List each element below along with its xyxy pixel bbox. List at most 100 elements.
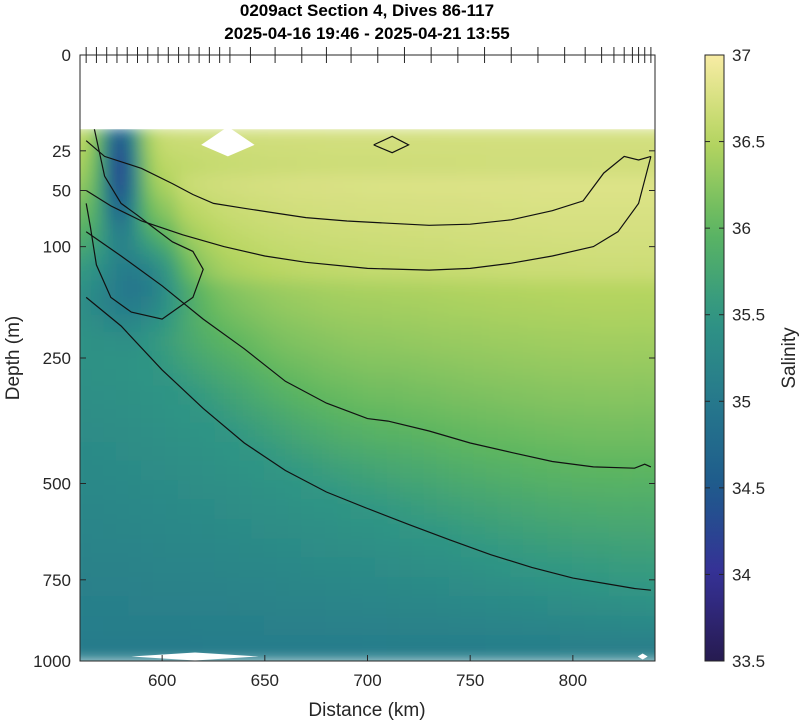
field-cell <box>177 189 192 205</box>
field-cell <box>80 480 94 502</box>
field-cell <box>239 596 254 618</box>
data-gaps <box>131 126 648 661</box>
field-cell <box>473 296 488 317</box>
field-cell <box>460 314 476 334</box>
field-cell <box>460 128 476 142</box>
field-cell <box>571 615 587 638</box>
field-cell <box>448 189 463 205</box>
field-cell <box>547 404 562 425</box>
field-cell <box>645 655 655 661</box>
field-cell <box>522 350 537 371</box>
field-cell <box>608 368 624 388</box>
field-cell <box>80 202 81 222</box>
field-cell <box>645 280 655 299</box>
field-cell <box>313 368 328 388</box>
field-cell <box>374 422 390 445</box>
field-cell <box>436 480 451 502</box>
field-cell <box>239 250 254 266</box>
field-cell <box>325 314 340 334</box>
field-cell <box>313 615 328 638</box>
field-cell <box>411 331 426 353</box>
field-cell <box>387 202 402 222</box>
field-cell <box>571 219 587 238</box>
field-cell <box>424 296 439 317</box>
field-cell <box>165 128 180 142</box>
field-cell <box>522 499 537 522</box>
field-cell <box>399 158 414 178</box>
field-cell <box>460 596 476 618</box>
field-cell <box>571 635 587 658</box>
field-cell <box>115 139 131 152</box>
field-cell <box>621 480 636 502</box>
field-cell <box>411 635 426 658</box>
field-cell <box>633 202 648 222</box>
field-cell <box>251 557 266 580</box>
field-cell <box>128 250 143 266</box>
field-cell <box>460 158 476 178</box>
field-cell <box>103 331 118 353</box>
field-cell <box>140 442 155 463</box>
y-tick-label: 500 <box>43 475 71 494</box>
field-cell <box>645 442 655 463</box>
field-cell <box>263 404 279 425</box>
field-cell <box>571 655 587 661</box>
field-cell <box>325 385 340 407</box>
field-cell <box>448 557 463 580</box>
field-cell <box>658 405 672 425</box>
field-cell <box>387 235 402 253</box>
field-cell <box>436 404 451 425</box>
field-cell <box>559 331 574 353</box>
field-cell <box>460 385 476 407</box>
field-cell <box>300 235 316 253</box>
field-cell <box>399 280 414 299</box>
field-cell <box>571 202 587 222</box>
field-cell <box>596 175 611 192</box>
field-cell <box>658 140 672 152</box>
field-cell <box>547 519 562 541</box>
field-cell <box>128 385 143 407</box>
field-cell <box>362 175 377 192</box>
field-cell <box>152 442 168 463</box>
field-cell <box>645 615 655 638</box>
field-cell <box>140 350 155 371</box>
field-cell <box>288 385 303 407</box>
field-cell <box>547 296 562 317</box>
field-cell <box>226 385 242 407</box>
field-cell <box>510 158 525 178</box>
field-cell <box>80 385 81 407</box>
field-cell <box>510 655 525 661</box>
field-cell <box>534 615 550 638</box>
field-cell <box>226 404 242 425</box>
field-cell <box>251 314 266 334</box>
field-cell <box>165 235 180 253</box>
field-cell <box>621 331 636 353</box>
field-cell <box>288 404 303 425</box>
field-cell <box>608 149 624 161</box>
field-cell <box>276 519 291 541</box>
field-cell <box>645 480 655 502</box>
field-cell <box>633 538 648 560</box>
field-cell <box>350 314 365 334</box>
field-cell <box>300 202 316 222</box>
field-cell <box>448 655 463 661</box>
field-cell <box>276 385 291 407</box>
field-cell <box>177 422 192 445</box>
field-cell <box>288 655 303 661</box>
field-cell <box>387 404 402 425</box>
field-cell <box>128 202 143 222</box>
field-cell <box>140 368 155 388</box>
field-cell <box>584 296 599 317</box>
field-cell <box>214 538 229 560</box>
field-cell <box>424 655 439 661</box>
field-cell <box>189 460 205 483</box>
y-tick-label: 0 <box>62 46 71 65</box>
field-cell <box>177 202 192 222</box>
field-cell <box>633 385 648 407</box>
field-cell <box>300 499 316 522</box>
field-cell <box>128 331 143 353</box>
field-cell <box>645 189 655 205</box>
field-cell <box>288 250 303 266</box>
field-cell <box>140 404 155 425</box>
field-cell <box>288 235 303 253</box>
